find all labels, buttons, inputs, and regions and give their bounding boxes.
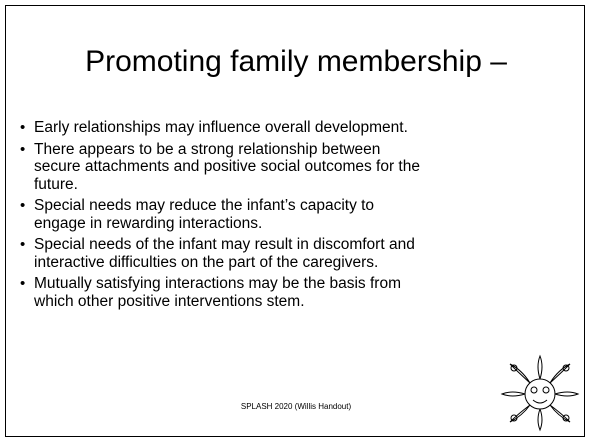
bullet-item: • Early relationships may influence overa… (18, 119, 578, 137)
bullet-text: interactive difficulties on the part of … (34, 254, 578, 272)
decorative-icon (500, 352, 580, 432)
bullet-text: Special needs may reduce the infant’s ca… (34, 197, 578, 215)
bullet-dot: • (20, 141, 25, 159)
bullet-text: Early relationships may influence overal… (34, 119, 578, 137)
footer: SPLASH 2020 (Willis Handout) (6, 402, 586, 411)
bullet-list: • Early relationships may influence overa… (18, 119, 578, 314)
bullet-dot: • (20, 197, 25, 215)
bullet-text: Mutually satisfying interactions may be … (34, 275, 578, 293)
bullet-item: • Special needs may reduce the infant’s c… (18, 197, 578, 232)
bullet-item: • There appears to be a strong relationsh… (18, 141, 578, 194)
slide: Promoting family membership – • Early rel… (5, 5, 585, 437)
bullet-text: secure attachments and positive social o… (34, 158, 578, 176)
bullet-dot: • (20, 119, 25, 137)
bullet-text: which other positive interventions stem. (34, 293, 578, 311)
bullet-item: • Special needs of the infant may result … (18, 236, 578, 271)
bullet-text: Special needs of the infant may result i… (34, 236, 578, 254)
bullet-item: • Mutually satisfying interactions may be… (18, 275, 578, 310)
bullet-text: future. (34, 176, 578, 194)
bullet-dot: • (20, 236, 25, 254)
slide-title: Promoting family membership – (6, 44, 586, 80)
bullet-text: There appears to be a strong relationshi… (34, 141, 578, 159)
bullet-text: engage in rewarding interactions. (34, 215, 578, 233)
bullet-dot: • (20, 275, 25, 293)
